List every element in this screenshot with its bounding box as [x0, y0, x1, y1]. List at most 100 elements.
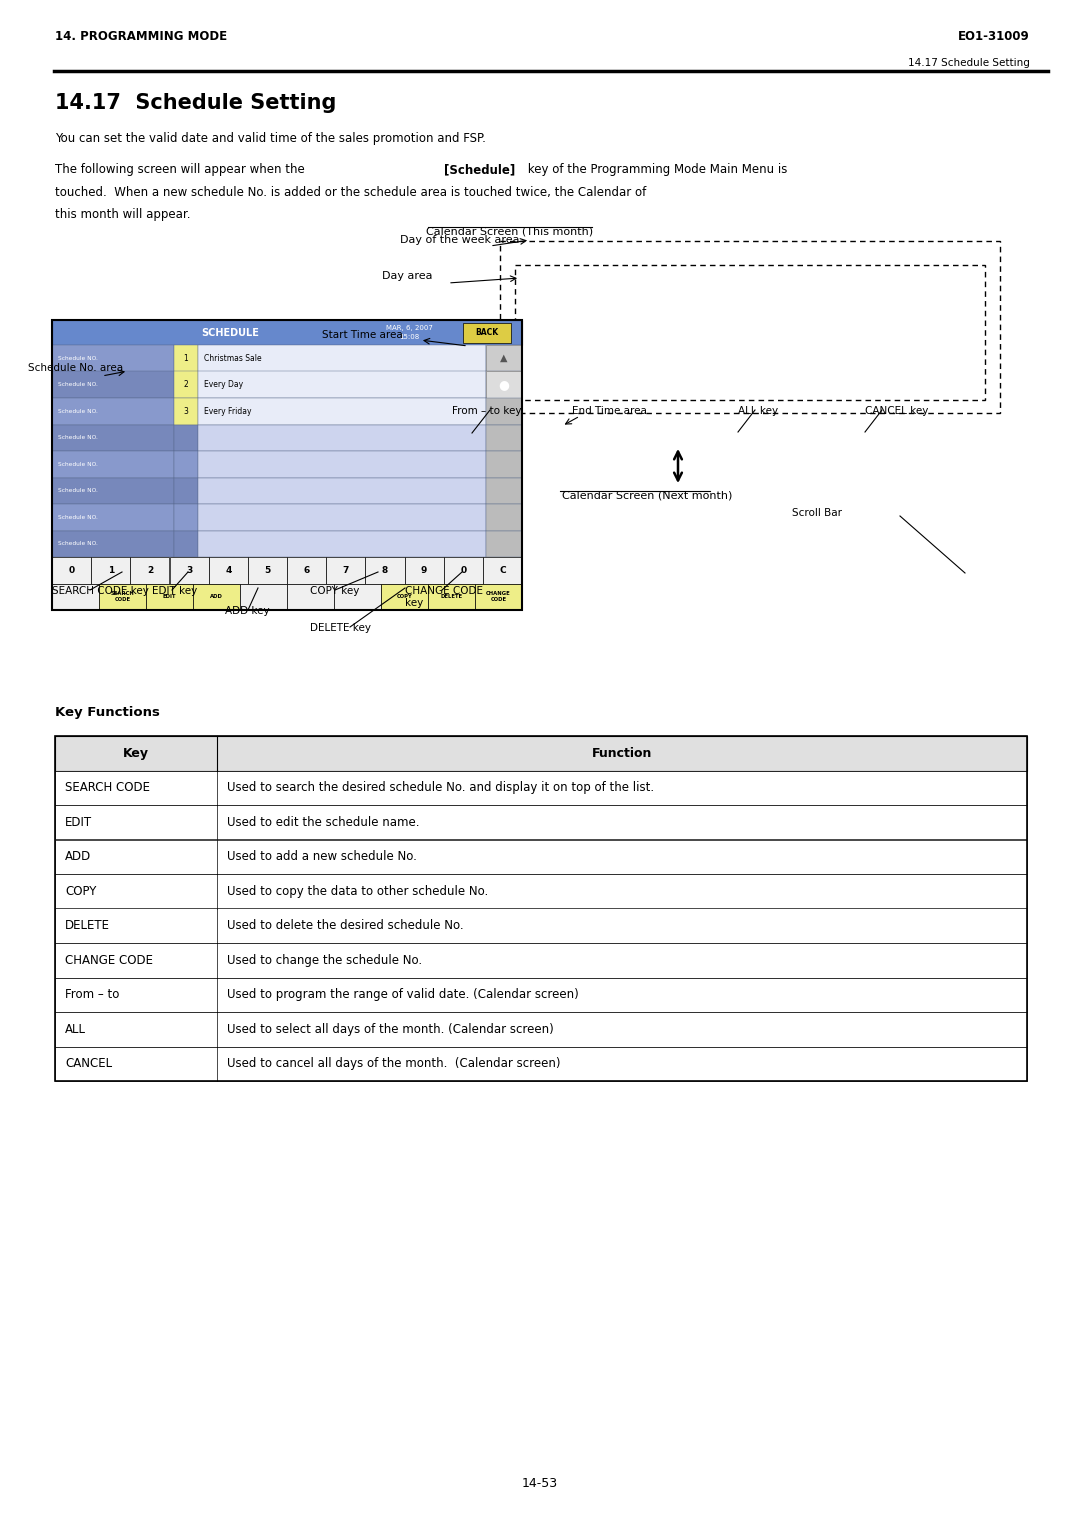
Text: CANCEL: CANCEL [65, 1057, 112, 1070]
Text: SCHEDULE: SCHEDULE [202, 327, 259, 338]
Text: Day of the week area: Day of the week area [400, 235, 519, 244]
Text: [Schedule]: [Schedule] [444, 163, 515, 176]
Bar [483, 558, 522, 584]
Text: DELETE: DELETE [441, 594, 462, 599]
Bar [198, 345, 486, 371]
Text: EDIT: EDIT [163, 594, 176, 599]
Text: ADD: ADD [65, 850, 91, 863]
Bar [486, 477, 522, 504]
Text: SEARCH CODE key: SEARCH CODE key [52, 587, 149, 596]
Bar [174, 371, 198, 397]
Bar [198, 425, 486, 451]
Text: SEARCH
CODE: SEARCH CODE [110, 591, 134, 602]
Text: COPY: COPY [65, 885, 96, 898]
Bar [55, 805, 1027, 839]
Bar [405, 558, 444, 584]
Text: 15:08: 15:08 [400, 335, 419, 341]
Bar [486, 451, 522, 478]
Text: Day area: Day area [382, 270, 432, 281]
Bar [287, 584, 334, 610]
Text: Used to edit the schedule name.: Used to edit the schedule name. [227, 816, 419, 828]
Bar [174, 425, 198, 451]
Text: ▲: ▲ [500, 353, 508, 364]
Bar [486, 345, 522, 371]
Bar [52, 319, 522, 610]
Bar [198, 477, 486, 504]
Bar [500, 241, 1000, 413]
Text: 3: 3 [186, 565, 192, 575]
Text: MAR, 6, 2007: MAR, 6, 2007 [386, 325, 433, 332]
Text: EDIT key: EDIT key [152, 587, 198, 596]
Text: Schedule NO.: Schedule NO. [58, 435, 98, 440]
Text: Christmas Sale: Christmas Sale [204, 354, 261, 362]
Bar [174, 397, 198, 425]
Text: ALL: ALL [65, 1022, 86, 1036]
Text: Schedule NO.: Schedule NO. [58, 410, 98, 414]
Text: Schedule NO.: Schedule NO. [58, 356, 98, 361]
Text: Every Day: Every Day [204, 380, 243, 390]
Text: End Time area: End Time area [572, 406, 647, 416]
Bar [52, 584, 99, 610]
Text: Every Friday: Every Friday [204, 406, 252, 416]
Text: Function: Function [592, 747, 652, 759]
Bar [55, 909, 1027, 943]
Bar [55, 874, 1027, 909]
Bar [486, 504, 522, 530]
Text: ADD: ADD [211, 594, 222, 599]
Bar [240, 584, 287, 610]
Text: Schedule NO.: Schedule NO. [58, 461, 98, 466]
Text: COPY key: COPY key [310, 587, 360, 596]
Text: Used to copy the data to other schedule No.: Used to copy the data to other schedule … [227, 885, 488, 898]
Bar [463, 322, 511, 342]
Bar [486, 371, 522, 397]
Text: 14.17 Schedule Setting: 14.17 Schedule Setting [908, 58, 1030, 69]
Text: Used to delete the desired schedule No.: Used to delete the desired schedule No. [227, 920, 463, 932]
Bar [55, 736, 1027, 1080]
Text: Used to select all days of the month. (Calendar screen): Used to select all days of the month. (C… [227, 1022, 554, 1036]
Text: 9: 9 [421, 565, 428, 575]
Text: CHANGE CODE: CHANGE CODE [65, 953, 153, 967]
Text: Schedule NO.: Schedule NO. [58, 489, 98, 494]
Text: Scroll Bar: Scroll Bar [792, 507, 842, 518]
Bar [52, 345, 174, 371]
Text: ADD key: ADD key [225, 607, 270, 616]
Text: 2: 2 [184, 380, 188, 390]
Bar [52, 451, 174, 478]
Bar [428, 584, 475, 610]
Text: 7: 7 [342, 565, 349, 575]
Bar [52, 558, 91, 584]
Text: DELETE: DELETE [65, 920, 110, 932]
Bar [174, 504, 198, 530]
Bar [475, 584, 522, 610]
Text: BACK: BACK [475, 329, 499, 338]
Text: 6: 6 [303, 565, 310, 575]
Bar [52, 319, 522, 345]
Bar [99, 584, 146, 610]
Text: 0: 0 [68, 565, 75, 575]
Bar [287, 558, 326, 584]
Text: Calendar Screen (Next month): Calendar Screen (Next month) [562, 490, 732, 500]
Text: CHANGE CODE
key: CHANGE CODE key [405, 587, 483, 608]
Bar [198, 530, 486, 558]
Text: 4: 4 [225, 565, 231, 575]
Text: Used to search the desired schedule No. and display it on top of the list.: Used to search the desired schedule No. … [227, 781, 654, 795]
Bar [515, 264, 985, 400]
Text: 1: 1 [108, 565, 113, 575]
Bar [198, 397, 486, 425]
Text: 3: 3 [184, 406, 188, 416]
Bar [193, 584, 240, 610]
Text: 0: 0 [460, 565, 467, 575]
Bar [444, 558, 483, 584]
Bar [486, 530, 522, 558]
Text: DELETE key: DELETE key [310, 623, 372, 633]
Bar [486, 345, 522, 371]
Text: Used to program the range of valid date. (Calendar screen): Used to program the range of valid date.… [227, 989, 579, 1001]
Text: 1: 1 [184, 354, 188, 362]
Text: EO1-31009: EO1-31009 [958, 31, 1030, 43]
Bar [174, 530, 198, 558]
Text: touched.  When a new schedule No. is added or the schedule area is touched twice: touched. When a new schedule No. is adde… [55, 186, 646, 199]
Text: Used to cancel all days of the month.  (Calendar screen): Used to cancel all days of the month. (C… [227, 1057, 561, 1070]
Bar [208, 558, 247, 584]
Text: Schedule NO.: Schedule NO. [58, 541, 98, 545]
Text: 14.17  Schedule Setting: 14.17 Schedule Setting [55, 93, 336, 113]
